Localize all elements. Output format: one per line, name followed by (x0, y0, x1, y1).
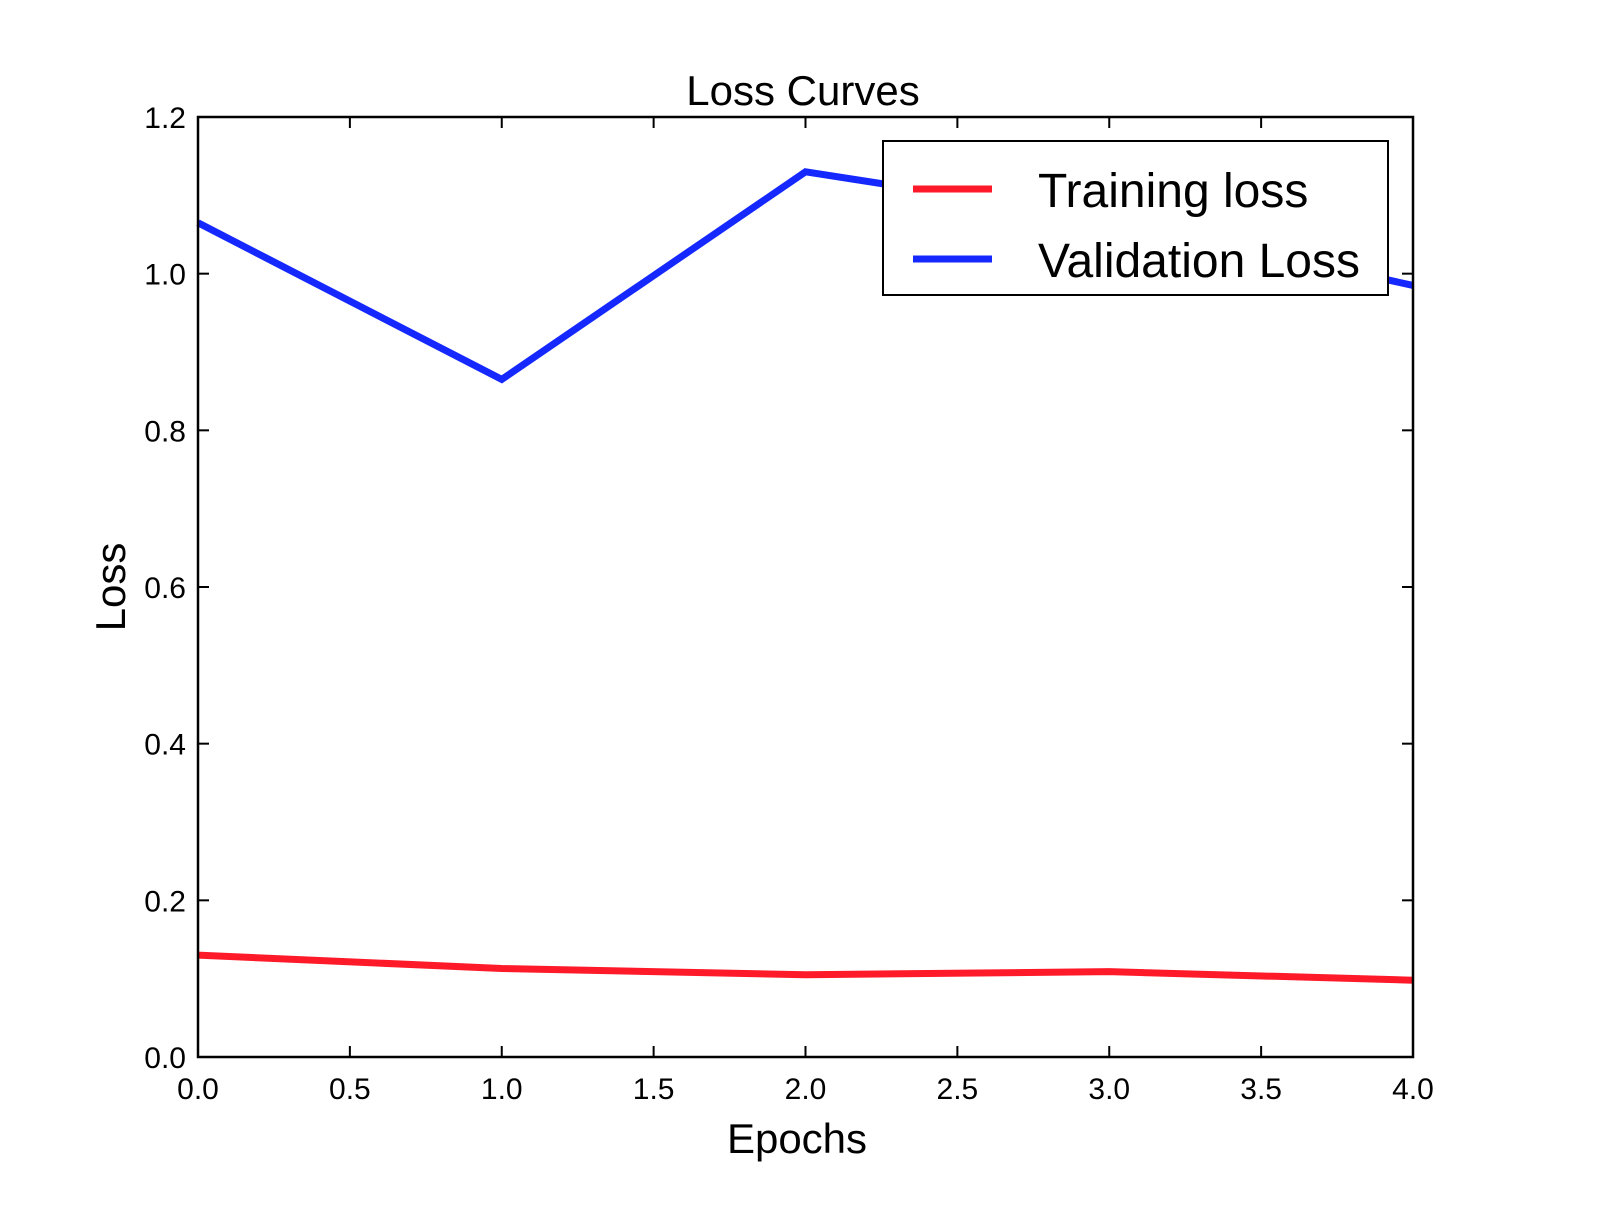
x-tick-label: 3.0 (1088, 1073, 1130, 1106)
x-axis-title: Epochs (727, 1115, 867, 1162)
x-tick-label: 4.0 (1392, 1073, 1434, 1106)
y-tick-label: 0.8 (144, 415, 186, 448)
chart-title: Loss Curves (686, 67, 919, 114)
y-tick-label: 0.0 (144, 1042, 186, 1075)
y-tick-label: 0.2 (144, 885, 186, 918)
x-tick-label: 1.5 (633, 1073, 675, 1106)
x-tick-label: 1.0 (481, 1073, 523, 1106)
y-tick-label: 1.0 (144, 259, 186, 292)
x-tick-label: 3.5 (1240, 1073, 1282, 1106)
x-tick-label: 0.5 (329, 1073, 371, 1106)
y-tick-label: 0.4 (144, 729, 186, 762)
y-axis-title: Loss (87, 543, 134, 632)
y-tick-label: 1.2 (144, 102, 186, 135)
x-tick-label: 0.0 (177, 1073, 219, 1106)
legend-label-training-loss: Training loss (1038, 165, 1308, 218)
y-tick-label: 0.6 (144, 572, 186, 605)
legend: Training loss Validation Loss (883, 141, 1388, 295)
x-tick-label: 2.0 (785, 1073, 827, 1106)
x-tick-label: 2.5 (937, 1073, 979, 1106)
legend-label-validation-loss: Validation Loss (1038, 235, 1360, 288)
